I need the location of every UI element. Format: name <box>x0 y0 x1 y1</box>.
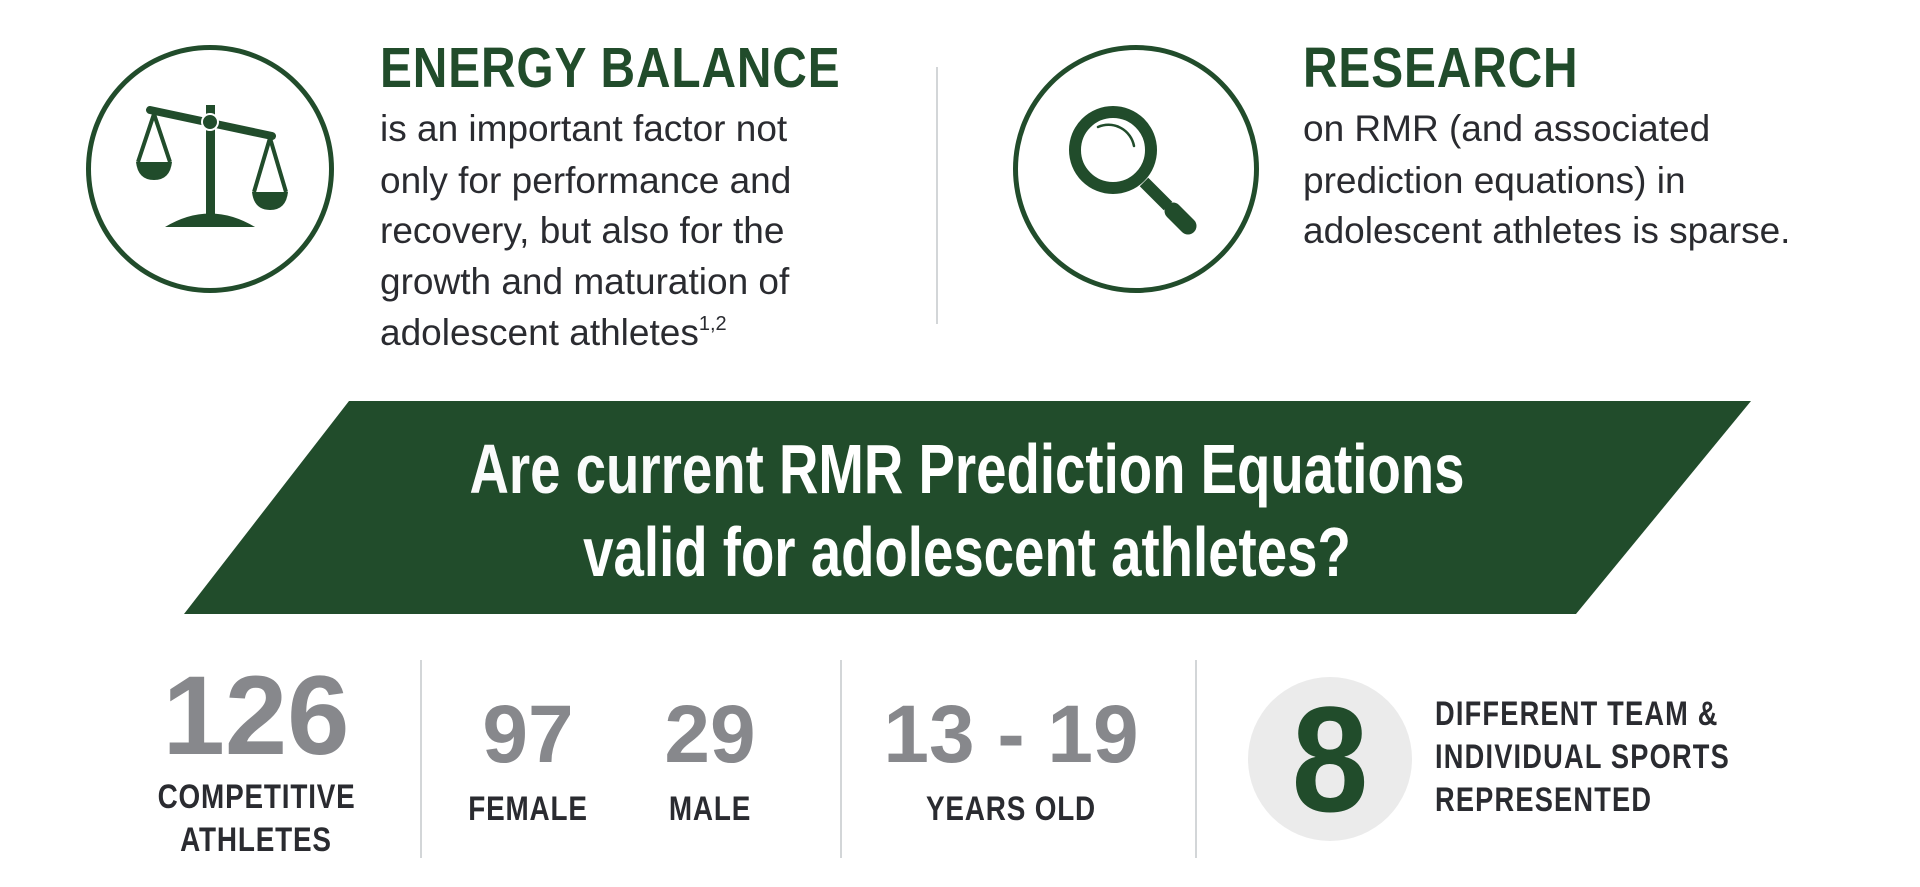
energy-balance-line-4: growth and maturation of <box>380 261 790 302</box>
athletes-label-line-1: COMPETITIVE <box>157 778 356 816</box>
energy-balance-heading: ENERGY BALANCE <box>380 36 841 100</box>
citation-superscript: 1,2 <box>698 313 727 335</box>
athletes-label-line-2: ATHLETES <box>180 821 332 859</box>
age-range: 13 - 19 <box>883 689 1139 780</box>
male-count: 29 <box>664 689 756 780</box>
energy-balance-icon-ring <box>86 45 334 293</box>
energy-balance-line-3: recovery, but also for the <box>380 210 785 251</box>
banner-question-line-2: valid for adolescent athletes? <box>583 513 1351 591</box>
male-label: MALE <box>668 790 752 828</box>
research-line-1: on RMR (and associated <box>1303 108 1711 149</box>
research-icon-ring <box>1013 45 1259 293</box>
sports-label-line-3: REPRESENTED <box>1435 781 1653 819</box>
research-heading: RESEARCH <box>1303 36 1579 100</box>
top-section-divider <box>936 67 938 324</box>
stats-divider-3 <box>1195 660 1197 858</box>
research-line-2: prediction equations) in <box>1303 160 1686 201</box>
sports-label-line-2: INDIVIDUAL SPORTS <box>1435 738 1730 776</box>
magnifying-glass-icon <box>1069 106 1197 235</box>
female-count: 97 <box>482 689 574 780</box>
sports-count: 8 <box>1291 675 1369 843</box>
sports-count-circle <box>1248 677 1412 841</box>
balance-scale-icon <box>136 105 288 227</box>
female-label: FEMALE <box>468 790 588 828</box>
stats-divider-1 <box>420 660 422 858</box>
energy-balance-line-5-text: adolescent athletes <box>380 312 699 353</box>
banner-question-emphasis: RMR Prediction Equations <box>778 430 1465 508</box>
energy-balance-line-1: is an important factor not <box>380 108 788 149</box>
age-label: YEARS OLD <box>925 790 1097 828</box>
energy-balance-line-2: only for performance and <box>380 160 792 201</box>
research-line-3: adolescent athletes is sparse. <box>1303 210 1791 251</box>
banner-question-line-1: Are current RMR Prediction Equations <box>343 434 1591 504</box>
energy-balance-line-5: adolescent athletes1,2 <box>380 307 727 359</box>
sports-label-line-1: DIFFERENT TEAM & <box>1435 695 1719 733</box>
athletes-count: 126 <box>162 653 350 778</box>
banner-question-prefix: Are current <box>469 430 779 508</box>
stats-divider-2 <box>840 660 842 858</box>
